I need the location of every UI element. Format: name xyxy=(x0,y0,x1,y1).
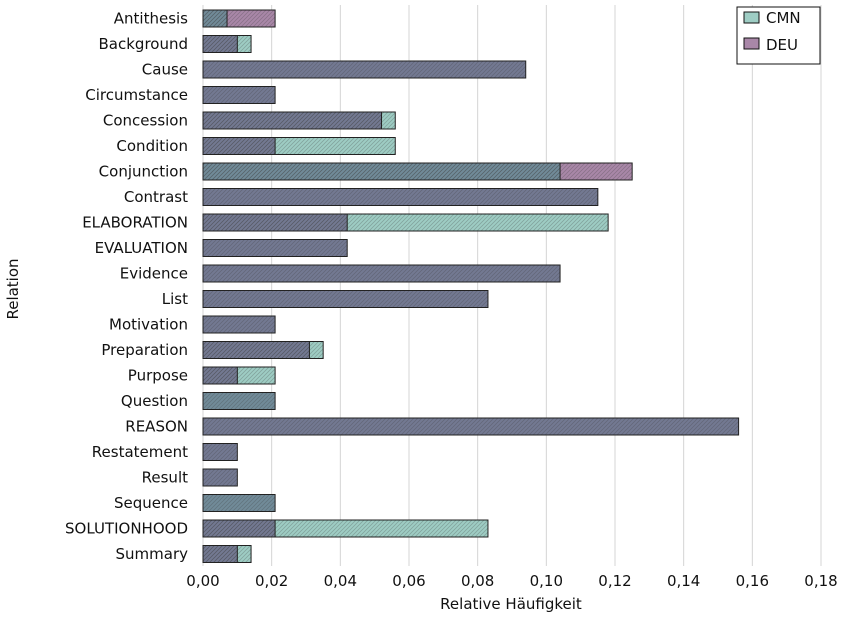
x-tick-label: 0,16 xyxy=(736,572,769,590)
category-label: List xyxy=(162,290,188,308)
bar-outline xyxy=(202,366,238,385)
grid-lines xyxy=(202,5,822,566)
bar-outline xyxy=(202,162,561,181)
x-tick-label: 0,00 xyxy=(186,572,219,590)
bar-outline xyxy=(202,188,599,206)
bars xyxy=(202,9,740,563)
bar-outline xyxy=(202,545,238,563)
category-label: Question xyxy=(121,392,188,410)
bar-outline xyxy=(202,468,238,487)
bar-outline xyxy=(202,111,383,130)
bar-outline xyxy=(202,315,276,334)
x-axis-title: Relative Häufigkeit xyxy=(440,595,582,613)
category-label: Sequence xyxy=(114,494,188,512)
category-label: Preparation xyxy=(101,341,188,359)
bar-outline xyxy=(202,417,740,436)
x-tick-label: 0,06 xyxy=(392,572,425,590)
category-label: Motivation xyxy=(109,316,188,334)
category-label: Concession xyxy=(103,112,188,130)
category-label: Result xyxy=(142,469,188,487)
legend-swatch-deu xyxy=(743,37,760,50)
x-tick-label: 0,02 xyxy=(255,572,288,590)
category-label: EVALUATION xyxy=(95,239,188,257)
category-label: Cause xyxy=(142,61,188,79)
category-label: Evidence xyxy=(120,265,188,283)
bar-outline xyxy=(202,341,310,359)
bar-outline xyxy=(202,35,238,53)
bar-outline xyxy=(202,86,276,104)
bar-outline xyxy=(202,60,527,79)
legend: CMN DEU xyxy=(736,6,821,65)
x-tick-label: 0,10 xyxy=(530,572,563,590)
bar-outline xyxy=(202,137,276,155)
category-label: Condition xyxy=(116,137,188,155)
legend-swatch-cmn xyxy=(743,11,760,24)
category-label: Summary xyxy=(116,545,189,563)
category-label: REASON xyxy=(125,418,188,436)
bar-outline xyxy=(202,239,348,257)
category-label: Background xyxy=(99,35,189,53)
category-label: Conjunction xyxy=(99,163,188,181)
category-label: Restatement xyxy=(92,443,188,461)
category-label: ELABORATION xyxy=(82,214,188,232)
category-label: Circumstance xyxy=(85,86,188,104)
category-label: Purpose xyxy=(128,367,188,385)
bar-outline xyxy=(202,494,276,512)
legend-label-cmn: CMN xyxy=(766,9,801,27)
category-labels: Antithesis Background Cause Circumstance Con… xyxy=(65,10,188,564)
x-tick-label: 0,08 xyxy=(461,572,494,590)
bar-outline xyxy=(202,443,238,461)
bar-outline xyxy=(202,264,561,283)
y-axis-title: Relation xyxy=(4,258,22,319)
bar-outline xyxy=(202,9,228,28)
x-tick-labels: 0,00 0,02 0,04 0,06 0,08 0,10 0,12 0,14 0,16 0,18 xyxy=(186,572,837,590)
category-label: SOLUTIONHOOD xyxy=(65,520,188,538)
x-tick-label: 0,04 xyxy=(324,572,357,590)
category-label: Contrast xyxy=(124,188,188,206)
bar-outline xyxy=(202,392,276,410)
bar-outline xyxy=(202,213,348,232)
x-tick-label: 0,12 xyxy=(598,572,631,590)
x-tick-label: 0,14 xyxy=(667,572,700,590)
bar-outline xyxy=(202,519,276,538)
bar-outline xyxy=(202,290,489,308)
legend-label-deu: DEU xyxy=(766,36,798,54)
x-tick-label: 0,18 xyxy=(804,572,837,590)
category-label: Antithesis xyxy=(114,10,188,28)
